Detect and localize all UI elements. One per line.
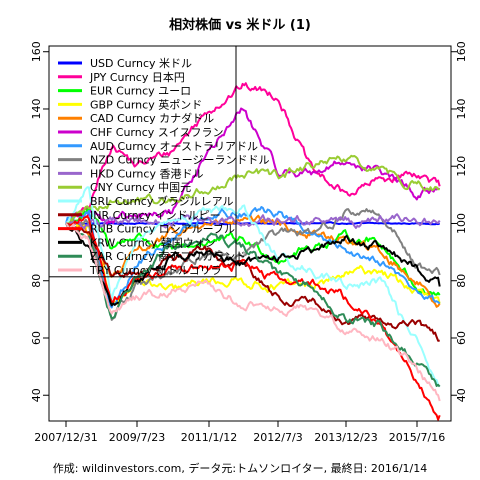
y-tick-label-right: 160 — [455, 41, 468, 62]
y-tick-label-right: 60 — [455, 331, 468, 345]
x-tick-label: 2012/7/3 — [253, 431, 302, 444]
legend-label: USD Curncy 米ドル — [90, 57, 192, 70]
legend-box — [48, 45, 237, 278]
legend-label: TRY Curncy 新トルコリラ — [89, 263, 222, 277]
legend-label: ZAR Curncy 南アフリカランド — [90, 250, 246, 263]
series-line — [65, 206, 441, 309]
legend-label: RUB Curncy ロシアルーブル — [90, 222, 235, 236]
legend-label: CHF Curncy スイスフラン — [90, 126, 223, 139]
y-tick-label-left: 140 — [30, 98, 43, 119]
y-tick-label-left: 120 — [30, 156, 43, 177]
series-line — [65, 214, 441, 308]
legend-label: KRW Curncy 韓国ウォン — [90, 236, 216, 249]
x-tick-label: 2007/12/31 — [34, 431, 97, 444]
legend-label: GBP Curncy 英ポンド — [90, 97, 202, 111]
series-line — [65, 222, 441, 388]
y-tick-label-right: 140 — [455, 98, 468, 119]
series-line — [65, 186, 441, 388]
series-line — [65, 154, 440, 225]
x-tick-label: 2015/7/16 — [389, 431, 445, 444]
y-tick-label-right: 40 — [455, 388, 468, 402]
legend-label: BRL Curncy ブラジルレアル — [90, 194, 234, 208]
x-tick-label: 2013/12/23 — [314, 431, 377, 444]
legend-label: JPY Curncy 日本円 — [89, 70, 185, 84]
axes: 40 40 60 60 80 80 100 100 120 120 140 140 160 160 2007… — [30, 41, 468, 444]
legend-label: EUR Curncy ユーロ — [90, 85, 191, 98]
legend-label: HKD Curncy 香港ドル — [90, 167, 203, 180]
series-line — [65, 222, 441, 307]
x-tick-label: 2011/1/12 — [181, 431, 237, 444]
y-tick-label-left: 40 — [30, 388, 43, 402]
series-line — [65, 213, 441, 230]
y-tick-label-right: 120 — [455, 156, 468, 177]
legend-label: CNY Curncy 中国元 — [90, 181, 191, 194]
legend-label: CAD Curncy カナダドル — [90, 111, 214, 125]
chart-title: 相対株価 vs 米ドル (1) — [169, 17, 311, 33]
series-lines — [65, 82, 441, 421]
series-line — [65, 222, 441, 402]
y-tick-label-left: 160 — [30, 41, 43, 62]
y-tick-label-right: 100 — [455, 213, 468, 234]
y-tick-label-left: 100 — [30, 213, 43, 234]
y-tick-label-right: 80 — [455, 274, 468, 288]
y-tick-label-left: 60 — [30, 331, 43, 345]
legend-label: INR Curncy インドルピー — [90, 209, 221, 222]
y-tick-label-left: 80 — [30, 274, 43, 288]
chart-caption: 作成: wildinvestors.com, データ元:トムソンロイター, 最終… — [53, 461, 427, 475]
series-line — [65, 208, 441, 321]
x-tick-label: 2009/7/23 — [109, 431, 165, 444]
legend-label: NZD Curncy ニュージーランドドル — [90, 154, 270, 167]
series-line — [65, 82, 441, 225]
legend-label: AUD Curncy オーストラリアドル — [90, 140, 258, 153]
